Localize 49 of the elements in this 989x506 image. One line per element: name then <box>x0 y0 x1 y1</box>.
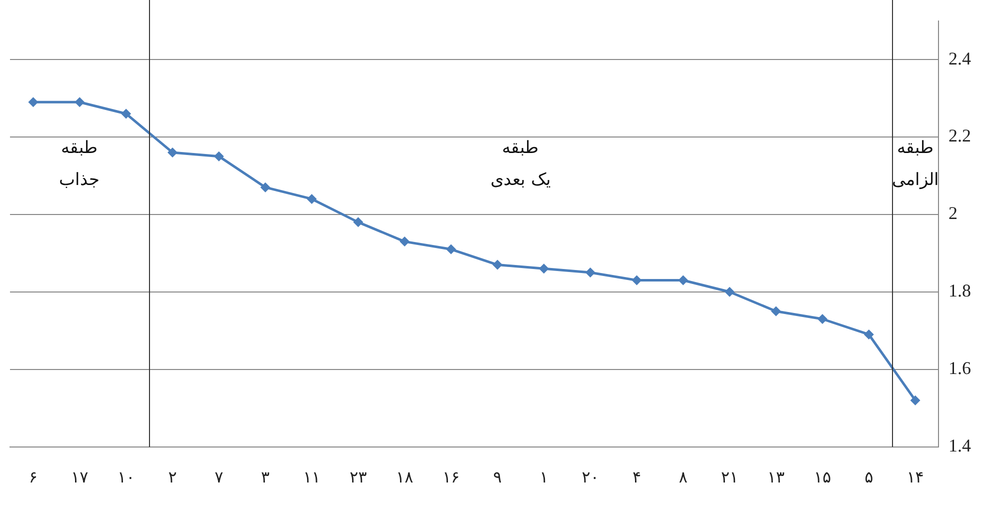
x-tick-label: ۹ <box>493 468 502 487</box>
x-tick-label: ۱۰ <box>117 468 135 487</box>
point <box>74 97 85 108</box>
y-tick-label: 1.4 <box>948 436 971 456</box>
y-tick-label: 2.2 <box>948 126 971 146</box>
x-tick-label: ۲۳ <box>350 468 368 487</box>
point <box>585 268 596 278</box>
point <box>260 182 270 192</box>
x-tick-label: ۱۸ <box>396 468 414 487</box>
point <box>400 236 410 247</box>
point <box>492 260 502 270</box>
point <box>910 395 920 406</box>
x-tick-label: ۳ <box>261 468 270 487</box>
x-tick-label: ۱۳ <box>767 468 786 487</box>
x-tick-label: ۱۶ <box>442 468 460 487</box>
x-tick-label: ۵ <box>864 468 874 487</box>
x-tick-label: ۱۵ <box>814 468 832 487</box>
point <box>446 244 456 254</box>
y-tick-label: 1.6 <box>948 358 971 378</box>
point <box>817 314 828 324</box>
y-tick-label: 2 <box>948 203 958 224</box>
x-tick-label: ۱۴ <box>906 468 924 487</box>
point <box>538 264 549 274</box>
point <box>167 147 178 158</box>
x-tick-label: ۲ <box>168 468 177 487</box>
x-tick-label: ۴ <box>632 468 642 487</box>
point <box>724 286 735 297</box>
y-tick-label: 1.8 <box>948 280 971 301</box>
point <box>864 329 874 340</box>
annotation: طبقه الزامی <box>892 138 939 190</box>
point <box>678 275 688 286</box>
point <box>632 275 642 286</box>
x-tick-label: ۱ <box>540 468 548 487</box>
annotation: طبقه یک بعدی <box>490 138 551 190</box>
x-tick-label: ۱۱ <box>303 468 320 487</box>
point <box>353 217 364 228</box>
point <box>28 97 38 108</box>
point <box>214 151 224 162</box>
y-tick-label: 2.4 <box>948 48 971 68</box>
point <box>306 194 317 204</box>
point <box>121 108 132 119</box>
point <box>771 306 782 316</box>
x-tick-label: ۶ <box>28 468 38 487</box>
annotation: طبقه جذاب <box>59 138 100 190</box>
x-tick-label: ۲۱ <box>720 468 738 487</box>
x-tick-label: ۱۷ <box>71 468 89 487</box>
x-tick-label: ۲۰ <box>582 468 599 487</box>
x-tick-label: ۸ <box>678 468 688 487</box>
x-tick-label: ۷ <box>214 468 224 487</box>
